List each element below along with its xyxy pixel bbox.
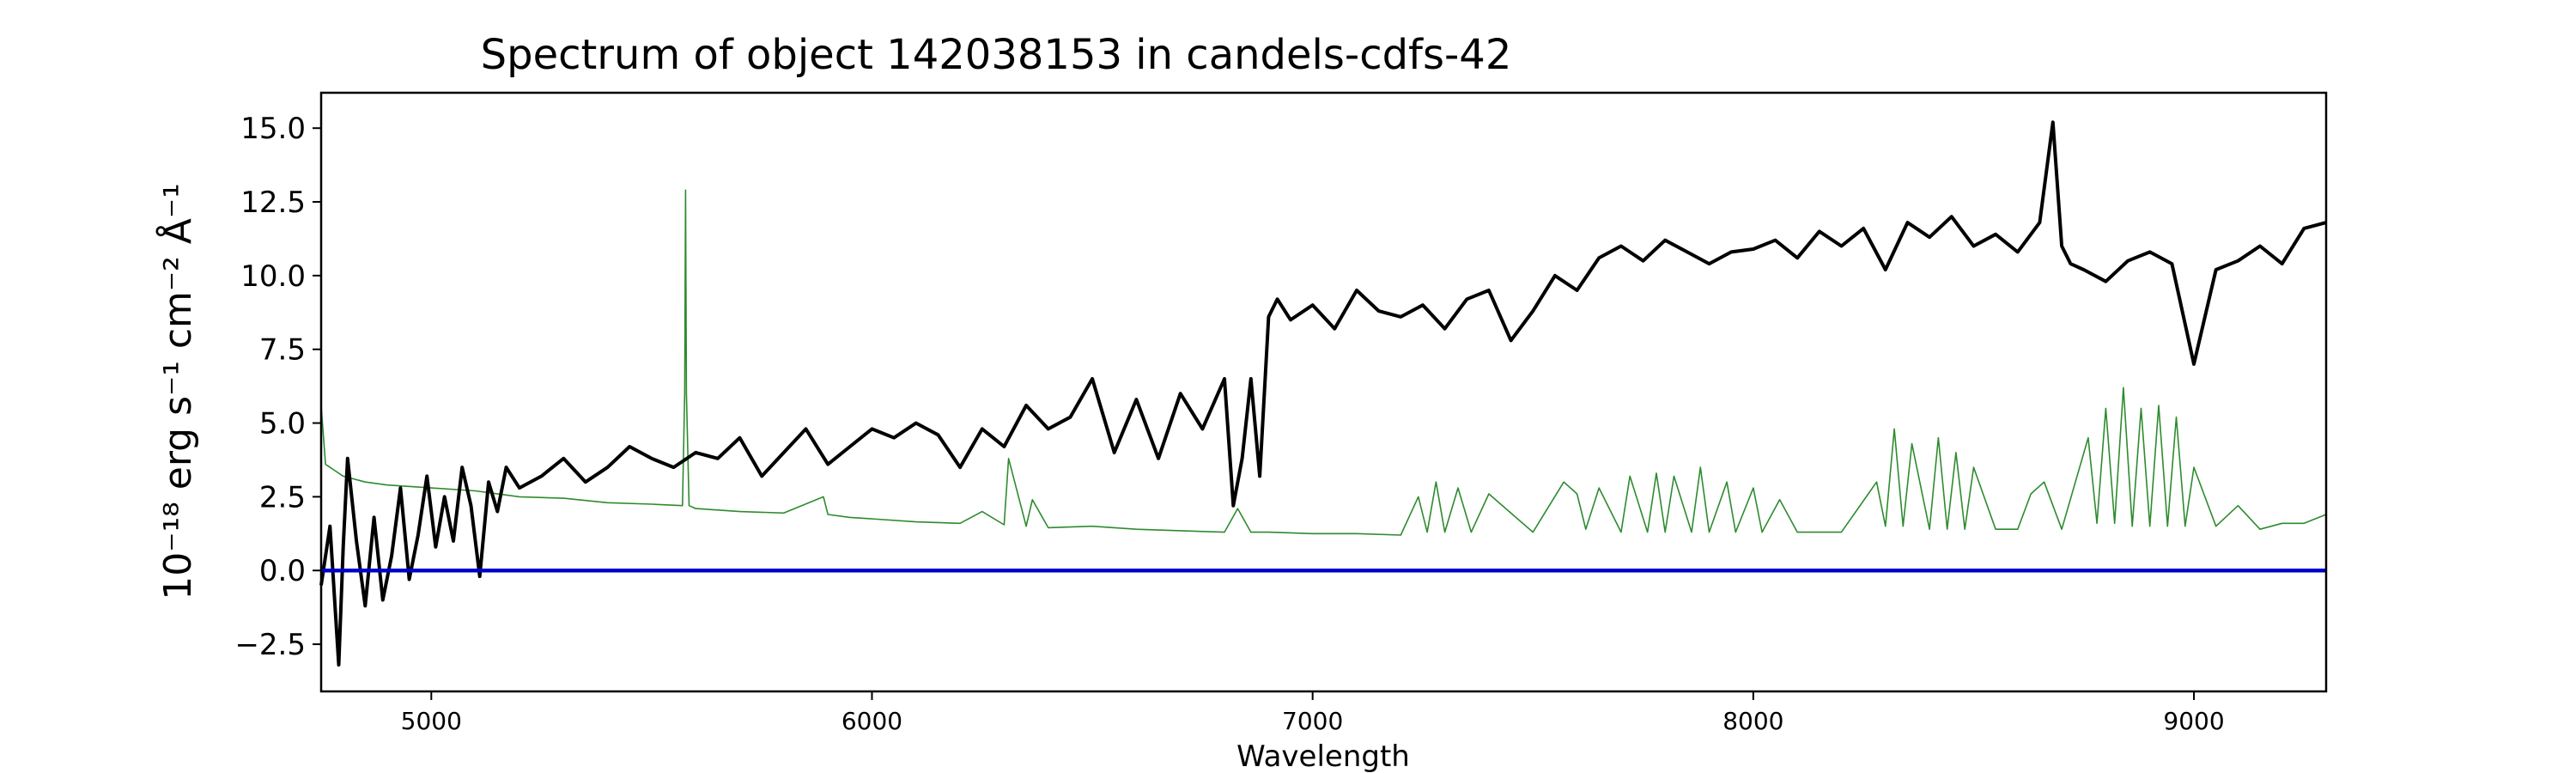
x-tick-label: 9000	[2163, 707, 2224, 735]
x-tick-label: 5000	[401, 707, 462, 735]
y-axis: −2.5 0.0 2.5 5.0 7.5 10.0 12.5 15.0	[234, 112, 321, 662]
x-axis-label: Wavelength	[1236, 740, 1410, 773]
x-axis: 5000 6000 7000 8000 9000	[401, 691, 2225, 735]
x-tick-label: 7000	[1282, 707, 1343, 735]
y-tick-label: 0.0	[259, 554, 306, 588]
y-tick-label: 7.5	[259, 333, 306, 368]
y-tick-label: 2.5	[259, 480, 306, 514]
y-tick-label: 5.0	[259, 407, 306, 441]
y-tick-label: 10.0	[240, 259, 306, 294]
y-tick-label: −2.5	[234, 628, 306, 662]
spectrum-series-line	[319, 120, 2327, 667]
plot-area	[319, 120, 2327, 667]
y-tick-label: 12.5	[240, 186, 306, 220]
x-tick-label: 6000	[841, 707, 902, 735]
sky-series-line	[320, 189, 2327, 536]
chart-title: Spectrum of object 142038153 in candels-…	[481, 31, 1512, 79]
x-tick-label: 8000	[1722, 707, 1783, 735]
y-axis-label: 10⁻¹⁸ erg s⁻¹ cm⁻² Å⁻¹	[155, 183, 200, 600]
plot-frame	[319, 91, 2328, 693]
y-tick-label: 15.0	[240, 112, 306, 146]
